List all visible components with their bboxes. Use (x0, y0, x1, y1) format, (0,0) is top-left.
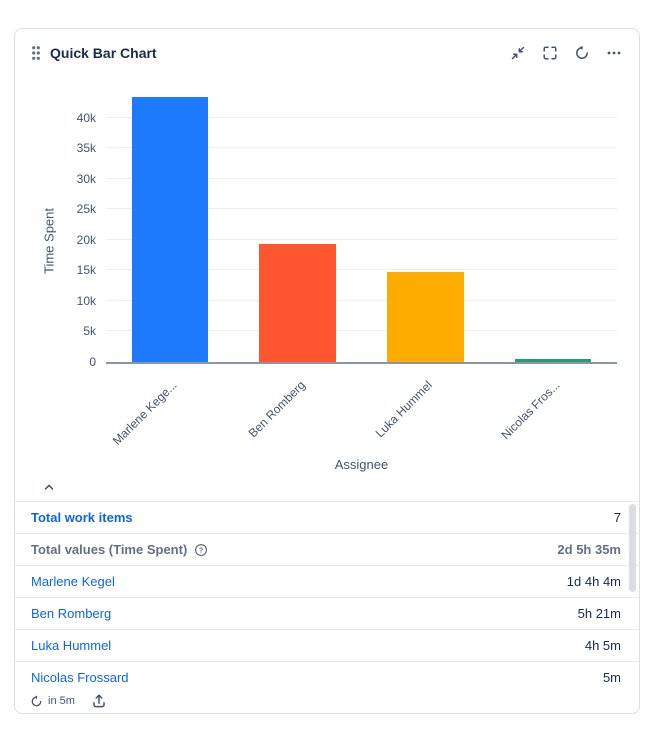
summary-row-link[interactable]: Total work items (31, 510, 133, 525)
summary-row: Marlene Kegel 1d 4h 4m (15, 566, 639, 598)
more-horizontal-icon (606, 45, 622, 61)
refresh-countdown-label: in 5m (48, 695, 75, 707)
fullscreen-icon (542, 45, 558, 61)
summary-row-left: Luka Hummel (31, 638, 111, 653)
summary-table: Total work items 7 Total values (Time Spen… (15, 501, 639, 687)
summary-row-left: Marlene Kegel (31, 574, 115, 589)
y-axis-title: Time Spent (41, 208, 57, 274)
drag-handle-icon[interactable] (31, 45, 41, 61)
gridline (106, 208, 617, 210)
summary-row-link[interactable]: Nicolas Frossard (31, 670, 129, 685)
y-tick-label: 5k (83, 324, 96, 339)
x-category-label: Marlene Kege... (109, 378, 180, 448)
summary-row-left: Ben Romberg (31, 606, 111, 621)
bar-nicolas-fros[interactable] (514, 359, 592, 362)
summary-row: Luka Hummel 4h 5m (15, 630, 639, 662)
plot-area: 0 5k 10k 15k 20k 25k 30k 35k 40k (77, 87, 617, 369)
svg-text:?: ? (199, 545, 204, 554)
export-button[interactable] (89, 691, 109, 711)
gridline (106, 147, 617, 149)
bar-marlene-kege[interactable] (131, 96, 209, 362)
more-button[interactable] (601, 40, 627, 66)
gridline (106, 116, 617, 118)
summary-rows: Total work items 7 Total values (Time Spen… (15, 502, 639, 687)
refresh-button[interactable] (569, 40, 595, 66)
help-icon[interactable]: ? (194, 543, 208, 557)
summary-row-left: Total values (Time Spent)? (31, 542, 208, 557)
x-label-slot: Ben Romberg (234, 372, 362, 452)
gridline (106, 238, 617, 240)
x-category-label: Ben Romberg (245, 378, 308, 441)
summary-row-left: Nicolas Frossard (31, 670, 129, 685)
gridline (106, 299, 617, 301)
summary-row-value: 4h 5m (584, 638, 621, 653)
gadget-footer: in 5m (15, 687, 639, 713)
x-label-slot: Luka Hummel (362, 372, 490, 452)
x-category-label: Luka Hummel (373, 378, 436, 441)
x-axis-labels: Marlene Kege... Ben Romberg Luka Hummel Nic… (106, 372, 617, 452)
bar-chart: Time Spent 0 5k 10k 15k 20k 25k 30k 35k 40k Marl… (15, 73, 639, 473)
summary-row-link[interactable]: Marlene Kegel (31, 574, 115, 589)
summary-row-label: Total values (Time Spent) (31, 542, 188, 557)
gridline (106, 330, 617, 332)
summary-row-left: Total work items (31, 510, 133, 525)
bar-slot (489, 87, 617, 362)
quick-bar-chart-gadget: Quick Bar Chart (14, 28, 640, 714)
summary-row-value: 5h 21m (577, 606, 621, 621)
refresh-icon (574, 45, 590, 61)
x-axis-title: Assignee (334, 457, 389, 472)
gadget-title: Quick Bar Chart (50, 45, 157, 61)
x-label-slot: Nicolas Fros... (489, 372, 617, 452)
y-tick-label: 40k (76, 110, 96, 125)
chevron-up-icon (42, 480, 56, 494)
summary-row-value: 1d 4h 4m (566, 574, 621, 589)
summary-row-value: 7 (613, 510, 621, 525)
x-label-slot: Marlene Kege... (106, 372, 234, 452)
bar-slot (106, 87, 234, 362)
gridline (106, 177, 617, 179)
y-tick-label: 20k (76, 232, 96, 247)
minimize-button[interactable] (505, 40, 531, 66)
x-category-label: Nicolas Fros... (498, 378, 564, 443)
bar-luka-hummel[interactable] (387, 272, 464, 362)
bar-slot (234, 87, 362, 362)
gadget-header: Quick Bar Chart (15, 29, 639, 73)
bar-ben-romberg[interactable] (259, 244, 336, 362)
y-tick-label: 35k (76, 141, 96, 156)
y-tick-label: 10k (76, 293, 96, 308)
y-tick-label: 25k (76, 202, 96, 217)
y-tick-label: 30k (76, 171, 96, 186)
header-actions (505, 40, 627, 66)
summary-row: Ben Romberg 5h 21m (15, 598, 639, 630)
summary-row-value: 2d 5h 35m (557, 542, 621, 557)
gridline (106, 269, 617, 271)
summary-collapse-row (15, 473, 639, 501)
refresh-countdown: in 5m (30, 694, 75, 708)
export-icon (91, 693, 107, 709)
collapse-diagonal-icon (510, 45, 526, 61)
collapse-summary-button[interactable] (39, 477, 59, 497)
fullscreen-button[interactable] (537, 40, 563, 66)
bar-slot (362, 87, 490, 362)
summary-row-value: 5m (602, 670, 621, 685)
summary-row-link[interactable]: Ben Romberg (31, 606, 112, 621)
summary-row-link[interactable]: Luka Hummel (31, 638, 112, 653)
summary-row: Total values (Time Spent)? 2d 5h 35m (15, 534, 639, 566)
summary-scrollbar[interactable] (629, 504, 636, 592)
y-tick-label: 15k (76, 263, 96, 278)
summary-row: Nicolas Frossard 5m (15, 662, 639, 687)
y-tick-label: 0 (89, 355, 96, 369)
auto-refresh-icon[interactable] (30, 694, 43, 708)
summary-row: Total work items 7 (15, 502, 639, 534)
